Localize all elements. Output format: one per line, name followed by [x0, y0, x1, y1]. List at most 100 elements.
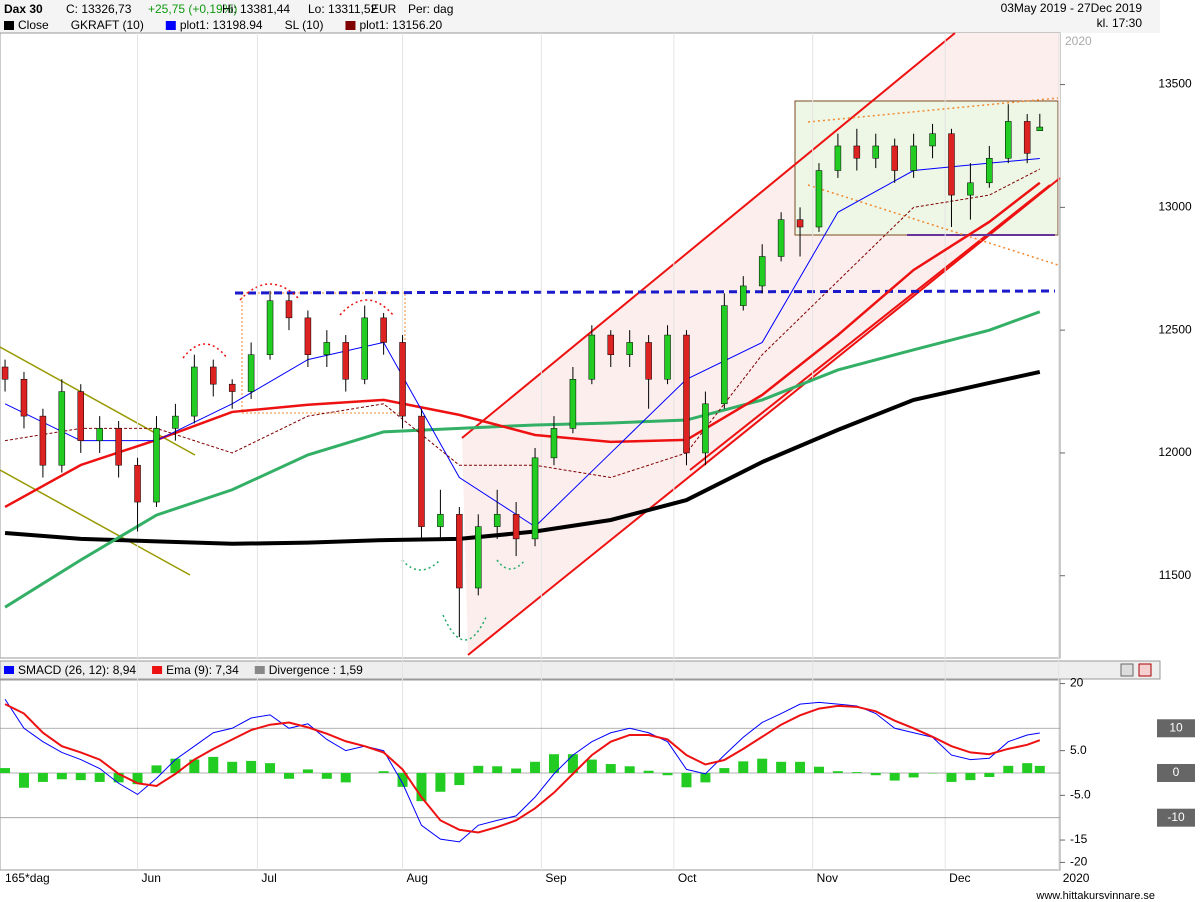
divergence-bar	[0, 768, 11, 773]
candle-body	[399, 342, 406, 417]
time: kl. 17:30	[1097, 16, 1143, 30]
divergence-bar	[965, 772, 976, 781]
change-text: +25,75 (+0,19%)	[148, 2, 237, 16]
candle-body	[437, 514, 444, 527]
candle-body	[607, 334, 615, 355]
divergence-bar	[511, 768, 522, 773]
candle-body	[361, 317, 368, 380]
candle-body	[304, 317, 312, 355]
candle-body	[588, 334, 596, 380]
candle-body	[475, 526, 482, 589]
settings-button[interactable]	[1120, 663, 1134, 677]
candle-body	[683, 334, 690, 454]
candle-body	[986, 157, 993, 184]
candle-body	[134, 464, 141, 503]
divergence-bar	[813, 766, 824, 773]
candle-body	[266, 300, 274, 355]
currency: EUR	[371, 2, 397, 16]
indicator-line	[4, 181, 1041, 509]
divergence-bar	[416, 772, 427, 802]
trend-line	[467, 177, 1061, 656]
divergence-bar	[454, 772, 465, 786]
candle-body	[910, 145, 917, 171]
divergence-bar	[94, 772, 105, 782]
candle-body	[191, 366, 198, 417]
legend-label: plot1: 13198.94	[180, 18, 263, 32]
divergence-bar	[151, 765, 162, 773]
tick-box	[1157, 763, 1195, 782]
candle-body	[20, 379, 28, 417]
y-tick-label: 12500	[1158, 322, 1192, 336]
y-tick-label: 12000	[1158, 445, 1192, 459]
resistance-line	[234, 289, 1056, 295]
divergence-bar	[681, 772, 692, 788]
y-tick-label: -10	[1167, 810, 1185, 824]
y-tick-label: 0	[1173, 765, 1180, 779]
candle-body	[39, 415, 47, 466]
candle-body	[891, 145, 898, 171]
divergence-bar	[246, 760, 257, 773]
x-tick-label: Nov	[817, 871, 838, 885]
divergence-bar	[624, 766, 635, 773]
candle-body	[172, 415, 179, 429]
legend-label: SL (10)	[285, 18, 324, 32]
close-text: C: 13326,73	[66, 2, 132, 16]
instrument: Dax 30	[4, 2, 43, 16]
candle-body	[1, 366, 9, 380]
divergence-bar	[984, 772, 995, 778]
legend-swatch	[345, 21, 356, 30]
macd-header	[0, 660, 1161, 680]
divergence-bar	[643, 770, 654, 773]
candle-body	[153, 428, 160, 503]
candle-body	[96, 428, 103, 441]
candle-body	[872, 145, 880, 159]
legend-swatch	[254, 666, 265, 674]
divergence-bar	[1022, 763, 1033, 773]
y-tick-label: 11500	[1159, 568, 1192, 582]
candle-body	[247, 354, 255, 392]
candle-body	[115, 428, 122, 466]
candle-body	[1005, 121, 1012, 159]
candle-body	[531, 457, 539, 540]
divergence-bar	[662, 772, 673, 776]
legend-label: Divergence : 1,59	[269, 663, 363, 677]
divergence-bar	[18, 772, 29, 788]
legend-swatch	[152, 666, 163, 674]
candle-body	[758, 256, 766, 287]
y-tick-label: -20	[1070, 855, 1088, 869]
x-tick-label: Aug	[407, 871, 428, 885]
footer: www.hittakursvinnare.se	[1035, 890, 1155, 902]
divergence-bar	[795, 761, 806, 773]
candle-body	[380, 317, 387, 343]
divergence-bar	[700, 772, 711, 783]
x-tick-label: Jun	[142, 871, 161, 885]
y-tick-label: 5.0	[1070, 743, 1087, 757]
legend-swatch	[4, 666, 14, 674]
candle-body	[626, 342, 633, 355]
date-range: 03May 2019 - 27Dec 2019	[1001, 1, 1143, 15]
candle-body	[569, 379, 577, 429]
divergence-bar	[530, 761, 541, 773]
y-tick-label: 10	[1169, 720, 1183, 734]
legend-swatch	[4, 21, 14, 30]
candle-body	[1036, 126, 1044, 131]
y-tick-label: 13500	[1158, 77, 1192, 91]
candle-body	[853, 145, 861, 159]
divergence-bar	[946, 772, 957, 782]
top-arcs	[182, 283, 394, 359]
candle-body	[1023, 121, 1031, 154]
divergence-bar	[586, 759, 597, 773]
year-mark: 2020	[1065, 34, 1092, 48]
low-text: Lo: 13311,52	[308, 2, 378, 16]
bars-count: 165*dag	[5, 871, 50, 885]
divergence-bar	[397, 772, 408, 787]
close-button[interactable]	[1138, 663, 1152, 677]
candle-body	[929, 133, 936, 147]
divergence-bar	[189, 759, 200, 773]
legend-label: SMACD (26, 12): 8,94	[18, 663, 136, 677]
divergence-bar	[283, 772, 294, 779]
divergence-bar	[75, 772, 86, 781]
candle-body	[456, 514, 463, 589]
x-tick-label: 2020	[1063, 871, 1090, 885]
divergence-bar	[473, 765, 484, 773]
